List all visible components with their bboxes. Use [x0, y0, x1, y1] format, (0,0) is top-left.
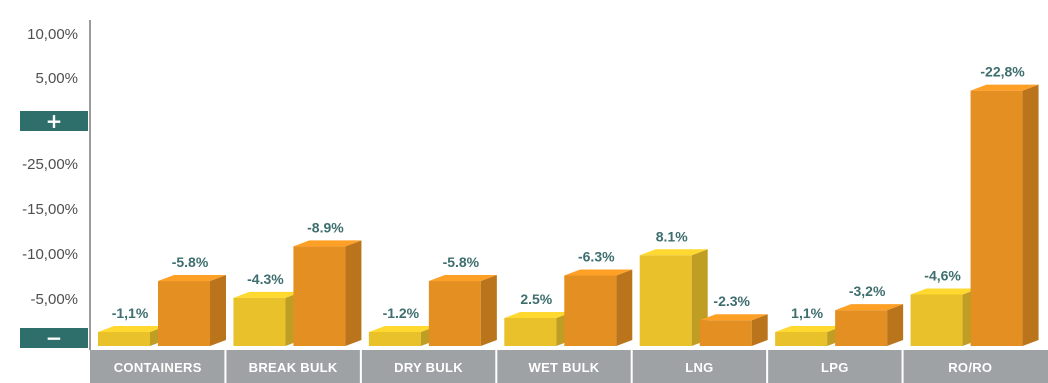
- y-tick-label: -5,00%: [30, 291, 78, 308]
- bar-top: [368, 326, 437, 332]
- bar-top: [233, 291, 302, 298]
- positive-marker-box: [20, 111, 88, 131]
- bar-top: [970, 84, 1039, 91]
- bar-side: [616, 269, 633, 346]
- data-labels: -1,1% -4.3% -1.2% 2.5% 8.1% 1,1% -4,6% -5.8% -8.…: [112, 64, 1026, 321]
- bar-top: [835, 304, 904, 311]
- bar-top: [293, 240, 362, 247]
- bar-top: [428, 275, 497, 282]
- y-tick-label: -15,00%: [22, 201, 78, 218]
- data-label: 2.5%: [520, 291, 552, 307]
- bar-top: [639, 249, 708, 256]
- data-label: -4.3%: [247, 271, 284, 287]
- category-label: BREAK BULK: [249, 360, 338, 375]
- bar: [970, 90, 1023, 346]
- data-label: 8.1%: [656, 228, 688, 244]
- bar: [910, 294, 963, 346]
- bar-top: [504, 312, 573, 318]
- positive-marker-icon: +: [46, 109, 63, 133]
- bar-top: [910, 288, 979, 295]
- category-label: LPG: [821, 360, 849, 375]
- data-label: -3,2%: [849, 283, 886, 299]
- bar-side: [1022, 84, 1039, 346]
- data-label: -1,1%: [112, 305, 149, 321]
- bar-side: [887, 304, 904, 346]
- data-label: -5.8%: [443, 254, 480, 270]
- data-label: 1,1%: [791, 305, 823, 321]
- category-label: RO/RO: [948, 360, 992, 375]
- bar: [699, 320, 752, 346]
- bar-group: [98, 84, 1039, 346]
- bar: [368, 332, 421, 346]
- y-tick-label: -25,00%: [22, 156, 78, 173]
- bar: [564, 275, 617, 346]
- bar: [639, 255, 692, 346]
- data-label: -1.2%: [383, 305, 420, 321]
- data-label: -4,6%: [924, 267, 961, 283]
- category-axis: CONTAINERS BREAK BULK DRY BULK WET BULK LNG L…: [90, 350, 1048, 383]
- bar-top: [98, 326, 166, 332]
- data-label: -8.9%: [307, 219, 344, 235]
- data-label: -6.3%: [578, 248, 615, 264]
- data-label: -5.8%: [172, 254, 209, 270]
- bar: [233, 297, 286, 346]
- data-label: -2.3%: [713, 293, 750, 309]
- sign-markers: +−: [20, 109, 88, 350]
- bar-side: [345, 240, 362, 346]
- bar: [98, 332, 150, 346]
- bar: [775, 332, 828, 346]
- bar: [293, 246, 346, 346]
- category-axis-band: [90, 350, 1048, 383]
- bar-top: [699, 314, 768, 321]
- category-label: LNG: [685, 360, 713, 375]
- bar-side: [480, 275, 497, 346]
- bar-side: [210, 275, 226, 346]
- y-tick-label: -10,00%: [22, 246, 78, 263]
- bar: [504, 318, 557, 346]
- negative-marker-icon: −: [46, 326, 63, 350]
- bar-top: [158, 275, 226, 282]
- bar-top: [564, 269, 633, 276]
- y-tick-label: 5,00%: [35, 70, 78, 87]
- category-label: WET BULK: [529, 360, 600, 375]
- bar: [835, 310, 888, 346]
- category-label: DRY BULK: [394, 360, 463, 375]
- bar-side: [751, 314, 768, 346]
- bar-top: [775, 326, 844, 332]
- bar: [158, 281, 210, 346]
- y-axis-ticks: 10,00% 5,00% -25,00% -15,00% -10,00% -5,00%: [22, 26, 78, 308]
- bar: [428, 281, 481, 346]
- category-label: CONTAINERS: [114, 360, 202, 375]
- y-tick-label: 10,00%: [27, 26, 78, 43]
- negative-marker-box: [20, 328, 88, 348]
- data-label: -22,8%: [980, 64, 1025, 80]
